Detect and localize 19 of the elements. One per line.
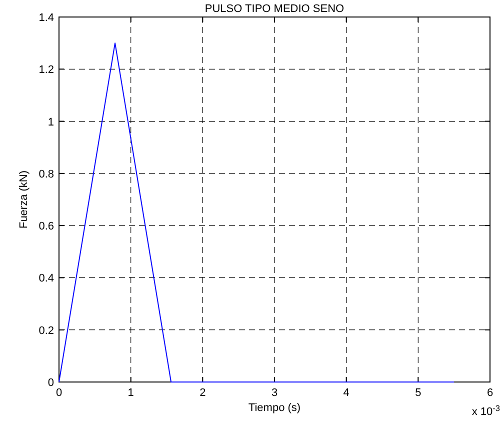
y-tick-label: 1.4 — [38, 12, 54, 24]
x-axis-title: Tiempo (s) — [248, 402, 301, 414]
x-tick-label: 3 — [271, 387, 278, 399]
x-tick-label: 0 — [56, 387, 62, 399]
x-tick-label: 1 — [128, 387, 134, 399]
y-tick-label: 1 — [48, 116, 54, 128]
y-tick-label: 0.8 — [38, 168, 54, 180]
x-tick-label: 2 — [200, 387, 206, 399]
y-tick-label: 0.4 — [38, 272, 54, 285]
x-tick-label: 6 — [486, 387, 494, 399]
text: x 10$^{-3}$ — [472, 404, 500, 418]
x-tick-label: 4 — [343, 387, 350, 399]
chart-title: PULSO TIPO MEDIO SENO — [204, 3, 345, 15]
y-tick-label: 1.2 — [38, 64, 54, 76]
y-tick-label: 0 — [48, 377, 54, 389]
y-tick-label: 0.2 — [38, 324, 54, 337]
y-tick-label: 0.6 — [38, 220, 54, 233]
x-tick-label: 5 — [415, 387, 422, 399]
y-axis-title: Fuerza (kN) — [18, 170, 30, 229]
